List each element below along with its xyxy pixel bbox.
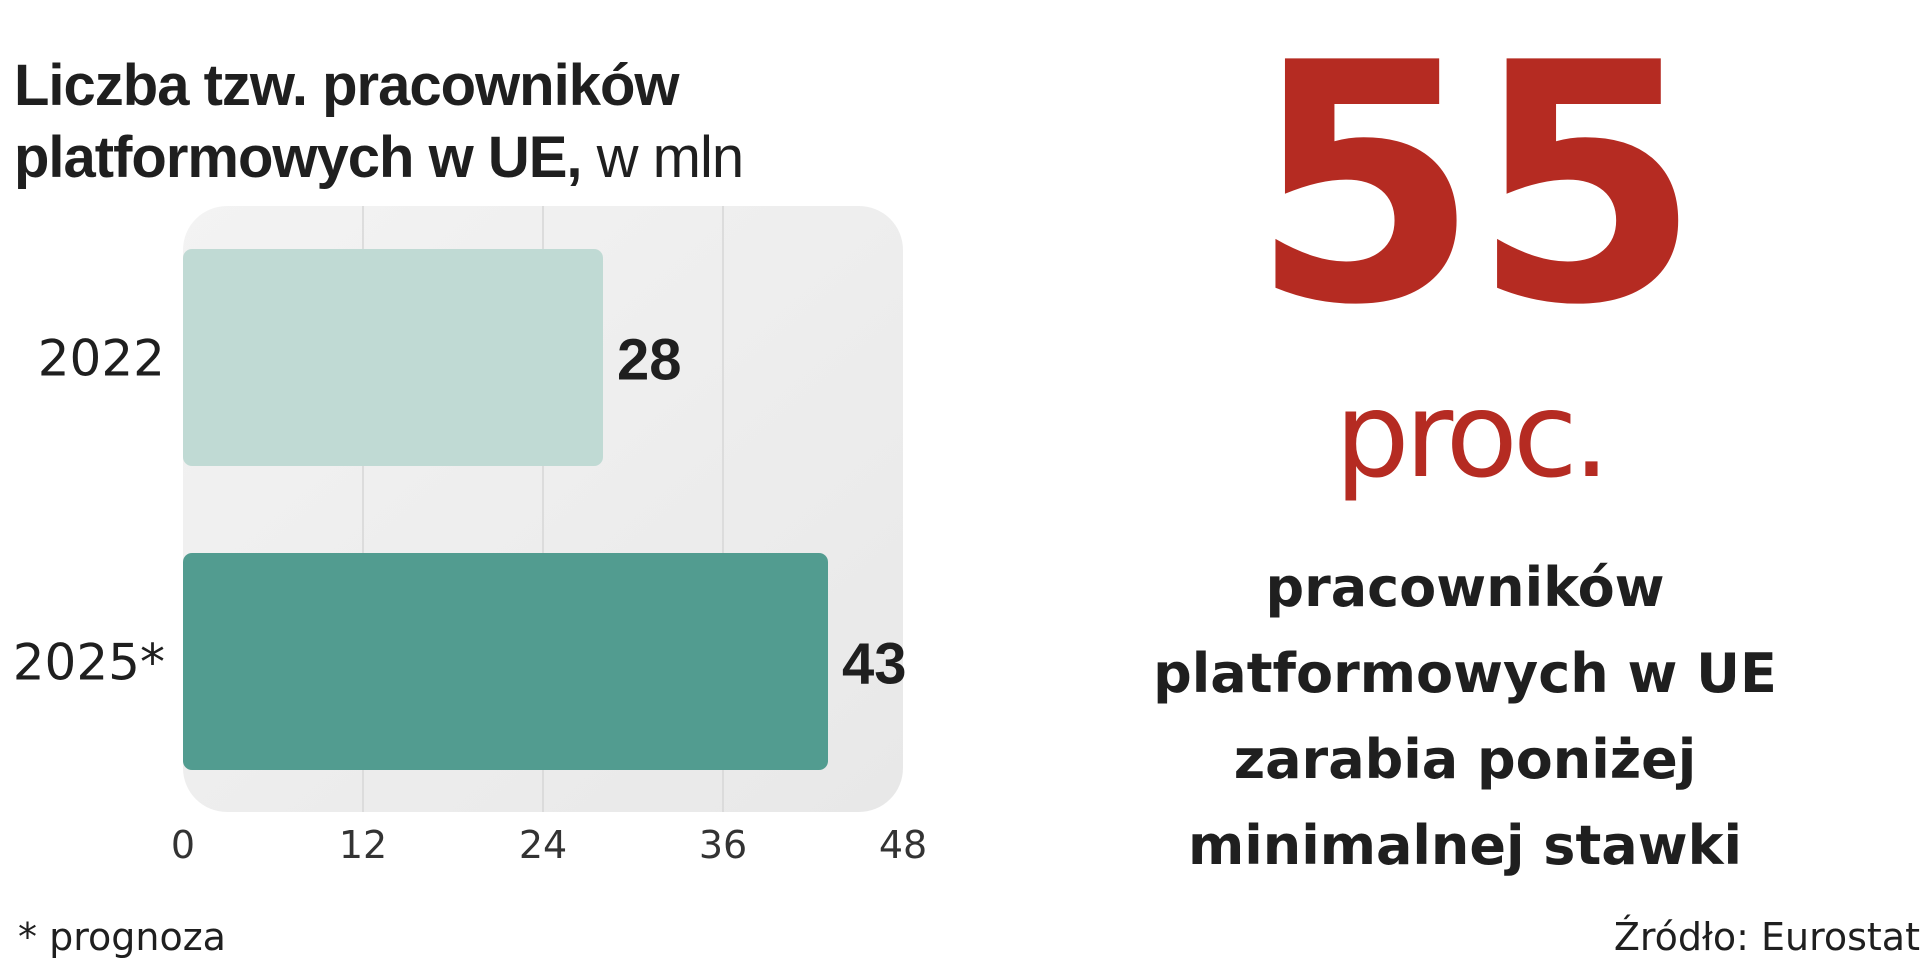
x-tick-label: 24 — [519, 823, 567, 867]
x-tick-label: 48 — [879, 823, 927, 867]
chart-title: Liczba tzw. pracowników platformowych w … — [14, 50, 914, 194]
data-label: 43 — [842, 632, 907, 697]
x-tick-label: 12 — [339, 823, 387, 867]
bar-chart: 0 12 24 36 48 28 2022 43 2025* — [13, 206, 927, 867]
data-label: 28 — [617, 328, 682, 393]
x-tick-label: 0 — [171, 823, 195, 867]
bar-2025* — [183, 553, 828, 770]
bar-2022 — [183, 249, 603, 466]
x-tick-label: 36 — [699, 823, 747, 867]
title-unit: w mln — [581, 125, 744, 190]
title-main: Liczba tzw. pracowników platformowych w … — [14, 53, 680, 190]
highlight-unit: proc. — [1334, 366, 1610, 504]
highlight-text: pracowników platformowych w UE zarabia p… — [1153, 556, 1777, 877]
source: Źródło: Eurostat — [1613, 915, 1920, 959]
footnote: * prognoza — [18, 915, 226, 959]
highlight-number: 55 — [1250, 0, 1701, 377]
category-label: 2025* — [13, 634, 165, 692]
category-label: 2022 — [38, 330, 165, 388]
